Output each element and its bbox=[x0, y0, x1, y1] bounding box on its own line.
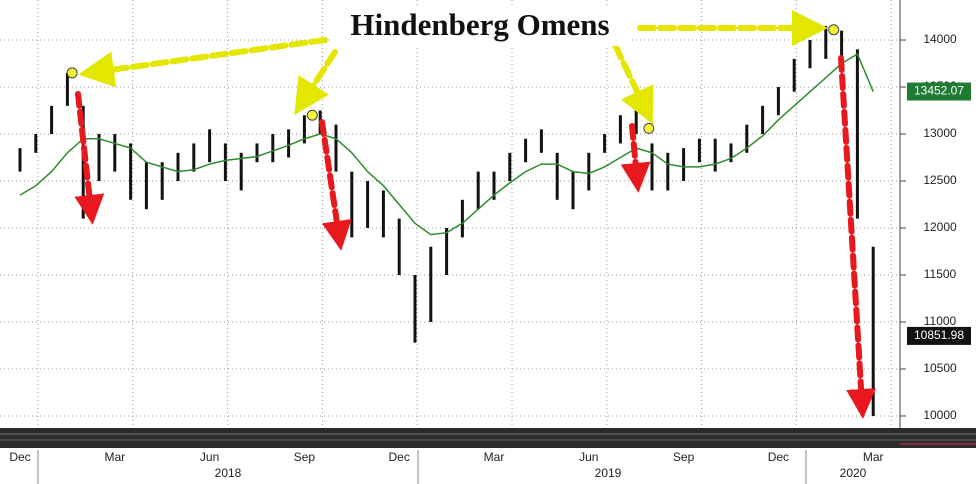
x-tick-label: Sep bbox=[673, 450, 695, 464]
omen-point bbox=[66, 67, 78, 79]
ma-last-label-bg bbox=[907, 82, 971, 101]
omen-point bbox=[643, 122, 655, 134]
red-arrow bbox=[620, 123, 651, 193]
y-tick-label: 11000 bbox=[924, 314, 957, 328]
x-group-label: 2018 bbox=[215, 466, 242, 480]
omen-point bbox=[828, 24, 840, 36]
red-arrow bbox=[319, 119, 352, 251]
x-tick-label: Dec bbox=[389, 450, 410, 464]
x-tick-label: Mar bbox=[863, 450, 884, 464]
plot bbox=[18, 25, 875, 416]
y-tick-label: 12000 bbox=[923, 220, 957, 234]
y-tick-label: 10500 bbox=[923, 361, 957, 375]
y-tick-label: 13000 bbox=[923, 126, 957, 140]
x-tick-label: Mar bbox=[484, 450, 505, 464]
y-tick-label: 12500 bbox=[923, 173, 957, 187]
annotation-arrows bbox=[74, 10, 877, 419]
x-tick-label: Jun bbox=[200, 450, 219, 464]
title-bg bbox=[330, 8, 630, 46]
y-tick-label: 11500 bbox=[924, 267, 957, 281]
last-close-label: 10851.98 bbox=[914, 328, 964, 342]
grid bbox=[0, 0, 900, 428]
chart-title: Hindenberg Omens bbox=[350, 7, 609, 42]
moving-average bbox=[19, 53, 874, 236]
x-tick-label: Dec bbox=[768, 450, 789, 464]
volume-strip bbox=[0, 428, 976, 448]
red-arrow bbox=[838, 55, 877, 419]
last-close-label-bg bbox=[907, 326, 971, 345]
omen-point bbox=[306, 109, 318, 121]
x-tick-label: Jun bbox=[579, 450, 598, 464]
red-arrow bbox=[74, 91, 105, 225]
x-tick-label: Sep bbox=[294, 450, 316, 464]
x-group-label: 2020 bbox=[840, 466, 867, 480]
x-tick-label: Mar bbox=[104, 450, 125, 464]
x-tick-label: Dec bbox=[9, 450, 30, 464]
x-group-label: 2019 bbox=[595, 466, 622, 480]
ma-last-label: 13452.07 bbox=[914, 84, 964, 98]
yellow-arrow bbox=[294, 49, 338, 116]
yellow-arrow bbox=[78, 37, 328, 88]
y-tick-label: 14000 bbox=[923, 32, 957, 46]
yellow-arrow bbox=[612, 42, 654, 125]
y-tick-label: 10000 bbox=[923, 408, 957, 422]
